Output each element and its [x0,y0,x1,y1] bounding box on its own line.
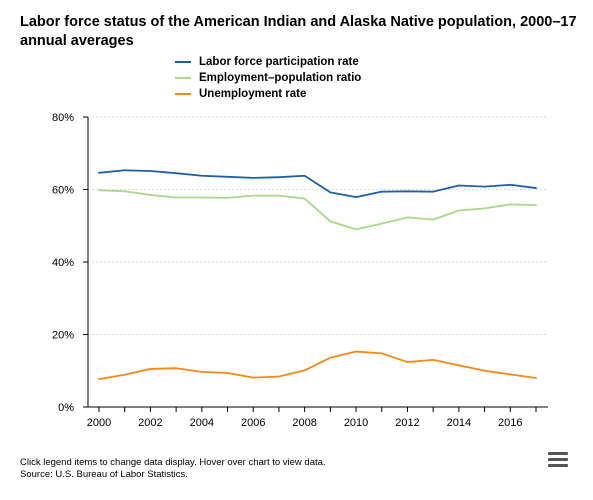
x-tick-label: 2008 [292,417,316,429]
legend-swatch-participation [175,61,191,63]
y-tick-label: 80% [52,112,74,124]
legend-item-employment-ratio[interactable]: Employment–population ratio [175,70,361,86]
series-line-employment-ratio [98,189,537,231]
x-tick-label: 2006 [241,417,265,429]
series-line-participation-rate [98,169,537,199]
series-line-unemployment-rate [98,350,537,380]
chart-footer: Click legend items to change data displa… [20,457,326,481]
grid-layer [88,116,548,335]
legend-swatch-unemployment [175,93,191,95]
axis-layer: 0% 20% 40% 60% 80% 2000 2002 2004 2006 2008 2010 20… [52,112,548,429]
x-tick-label: 2004 [190,417,214,429]
legend-label: Unemployment rate [199,88,307,100]
x-tick-label: 2014 [447,417,471,429]
x-tick-label: 2016 [498,417,522,429]
y-tick-label: 40% [52,257,74,269]
x-tick-label: 2002 [138,417,162,429]
series-layer [98,169,537,380]
y-tick-label: 60% [52,185,74,197]
chart-legend: Labor force participation rate Employmen… [175,54,361,102]
hamburger-menu-icon[interactable] [548,452,568,470]
y-tick-label: 0% [58,402,74,414]
legend-label: Labor force participation rate [199,56,359,68]
y-tick-label: 20% [52,330,74,342]
x-tick-label: 2012 [395,417,419,429]
legend-item-unemployment-rate[interactable]: Unemployment rate [175,86,361,102]
legend-label: Employment–population ratio [199,72,362,84]
chart-title: Labor force status of the American India… [20,14,577,49]
footer-instructions: Click legend items to change data displa… [20,457,326,468]
legend-swatch-employment [175,77,191,79]
footer-source: Source: U.S. Bureau of Labor Statistics. [20,469,188,480]
legend-item-participation-rate[interactable]: Labor force participation rate [175,54,361,70]
x-tick-label: 2000 [87,417,111,429]
x-tick-label: 2010 [344,417,368,429]
